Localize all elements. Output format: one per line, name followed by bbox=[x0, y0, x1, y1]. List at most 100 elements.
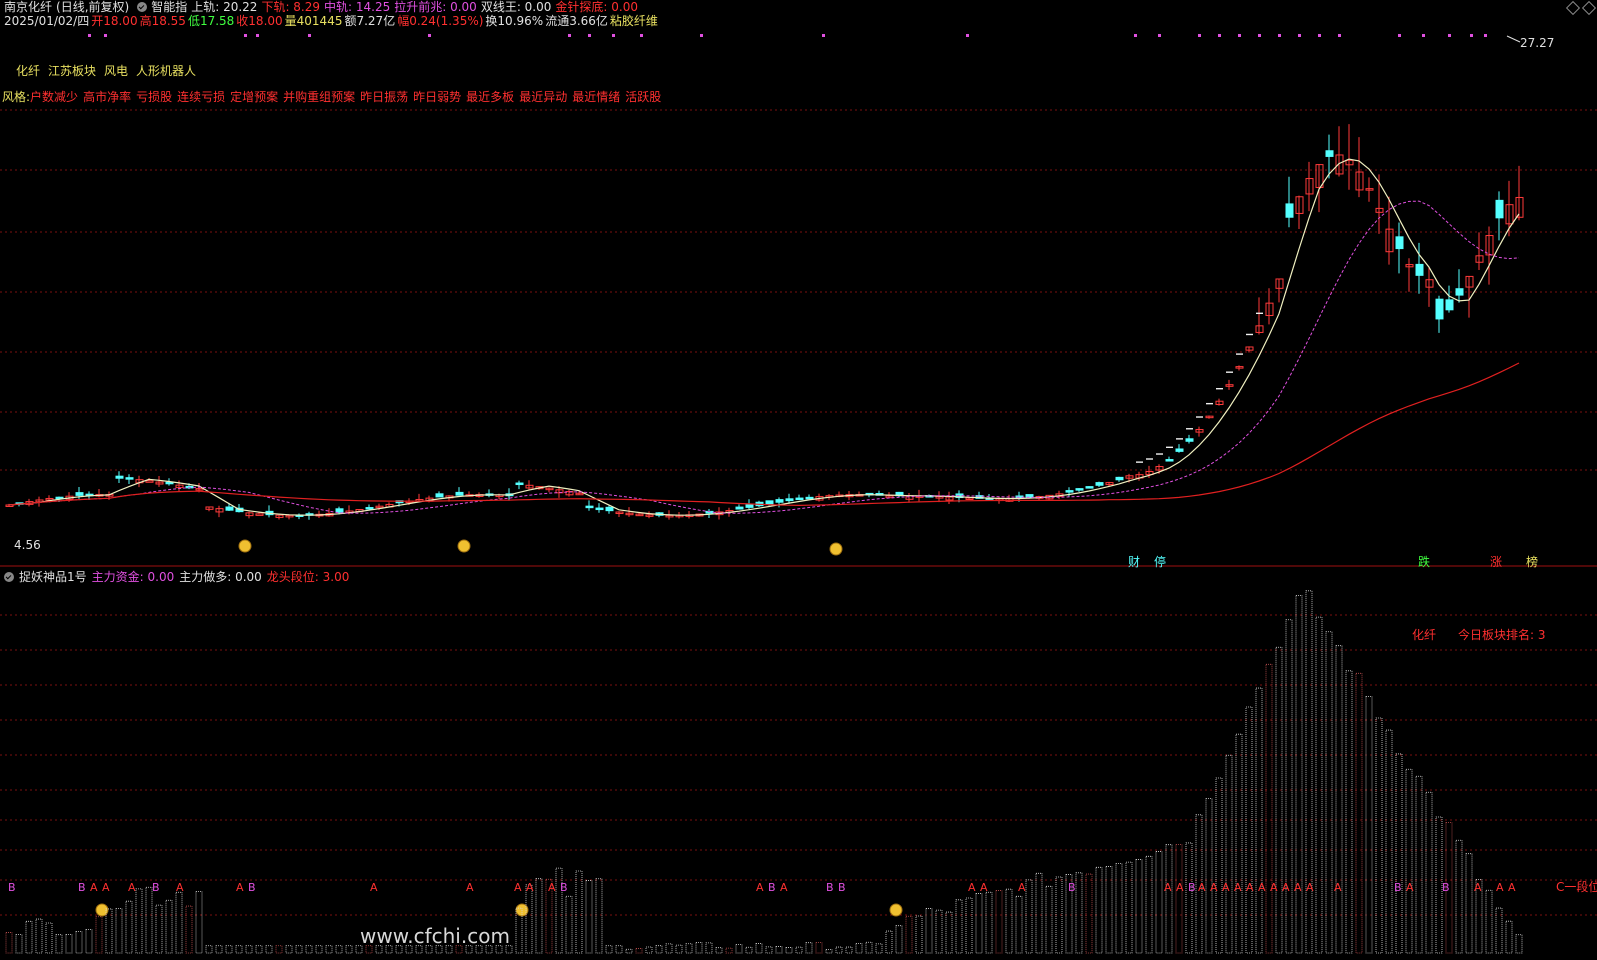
volume-bar bbox=[265, 945, 273, 954]
candle-body bbox=[1355, 171, 1364, 191]
volume-bar bbox=[915, 915, 923, 954]
volume-bar bbox=[575, 870, 583, 954]
volume-bar bbox=[1295, 594, 1303, 954]
signal-dot bbox=[612, 34, 615, 37]
candle-body bbox=[805, 496, 814, 500]
style-tag[interactable]: 昨日振荡 bbox=[360, 90, 409, 104]
volume-bar bbox=[935, 909, 943, 954]
volume-bar bbox=[335, 945, 343, 954]
style-tag[interactable]: 连续亏损 bbox=[177, 90, 226, 104]
quote-high: 高18.55 bbox=[139, 14, 186, 28]
style-tag[interactable]: 户数减少 bbox=[30, 90, 79, 104]
candle-body bbox=[1295, 196, 1304, 214]
volume-bar bbox=[445, 945, 453, 954]
ab-signal-letter: B bbox=[1442, 881, 1450, 894]
volume-bar bbox=[1505, 920, 1513, 954]
lower-indicator-toggle-icon[interactable] bbox=[4, 572, 14, 582]
volume-bar bbox=[405, 945, 413, 954]
volume-bar bbox=[1155, 851, 1163, 954]
volume-bar bbox=[1415, 775, 1423, 954]
volume-bar bbox=[1495, 907, 1503, 954]
style-tag[interactable]: 最近异动 bbox=[519, 90, 568, 104]
volume-bar bbox=[1335, 645, 1343, 954]
signal-dot bbox=[1298, 34, 1301, 37]
candle-body bbox=[1215, 400, 1224, 405]
style-tag[interactable]: 定增预案 bbox=[230, 90, 279, 104]
volume-bar bbox=[1145, 855, 1153, 954]
volume-bar bbox=[125, 900, 133, 954]
candle-body bbox=[1205, 415, 1214, 419]
candle-body bbox=[1115, 476, 1124, 481]
style-tag[interactable]: 昨日弱势 bbox=[413, 90, 462, 104]
stock-name[interactable]: 南京化纤 bbox=[4, 0, 53, 14]
volume-bar bbox=[725, 947, 733, 954]
volume-bar bbox=[1425, 791, 1433, 954]
volume-bar bbox=[1245, 706, 1253, 954]
event-marker[interactable]: 跌 bbox=[1418, 555, 1431, 569]
ab-signal-letter: A bbox=[1496, 881, 1504, 894]
lower-indicator-name[interactable]: 捉妖神品1号 bbox=[19, 570, 87, 584]
style-tag[interactable]: 最近情绪 bbox=[572, 90, 621, 104]
ab-signal-letter: A bbox=[466, 881, 474, 894]
style-tag[interactable]: 亏损股 bbox=[136, 90, 173, 104]
volume-bar bbox=[25, 920, 33, 954]
style-tag[interactable]: 活跃股 bbox=[625, 90, 662, 104]
event-marker[interactable]: 涨 bbox=[1490, 555, 1503, 569]
sector-item[interactable]: 风电 bbox=[104, 64, 129, 78]
volume-bar bbox=[185, 905, 193, 954]
candle-body bbox=[765, 500, 774, 505]
candle-body bbox=[605, 506, 614, 512]
candle-body bbox=[1325, 150, 1334, 157]
volume-bar bbox=[775, 946, 783, 954]
volume-bar bbox=[1115, 863, 1123, 954]
volume-bar bbox=[625, 948, 633, 954]
sector-item[interactable]: 江苏板块 bbox=[48, 64, 97, 78]
ab-signal-letter: A bbox=[1210, 881, 1218, 894]
signal-dot bbox=[822, 34, 825, 37]
volume-bar bbox=[795, 946, 803, 954]
ab-signal-letter: A bbox=[1018, 881, 1026, 894]
event-marker[interactable]: 榜 bbox=[1526, 555, 1539, 569]
volume-bar bbox=[1255, 687, 1263, 954]
signal-dot bbox=[588, 34, 591, 37]
ab-signal-letter: B bbox=[768, 881, 776, 894]
volume-bar bbox=[815, 942, 823, 954]
style-tag[interactable]: 并购重组预案 bbox=[283, 90, 356, 104]
high-price-pointer bbox=[1506, 35, 1521, 43]
ab-signal-letter: A bbox=[980, 881, 988, 894]
rank-text: 今日板块排名: 3 bbox=[1458, 628, 1546, 642]
volume-bar bbox=[1395, 753, 1403, 954]
volume-bar bbox=[1515, 934, 1523, 954]
event-marker[interactable]: 财 bbox=[1128, 555, 1141, 569]
ab-signal-letter: A bbox=[1294, 881, 1302, 894]
volume-bar bbox=[895, 925, 903, 954]
style-tag[interactable]: 最近多板 bbox=[466, 90, 515, 104]
volume-bar bbox=[1055, 876, 1063, 954]
volume-bar bbox=[195, 891, 203, 954]
sector-item[interactable]: 化纤 bbox=[16, 64, 41, 78]
volume-bar bbox=[45, 922, 53, 954]
volume-bar bbox=[755, 943, 763, 954]
volume-bar bbox=[115, 908, 123, 954]
volume-bar bbox=[385, 945, 393, 954]
indicator-toggle-icon[interactable] bbox=[137, 2, 148, 12]
volume-bar bbox=[805, 942, 813, 954]
sector-item[interactable]: 人形机器人 bbox=[136, 64, 197, 78]
period-label[interactable]: (日线,前复权) bbox=[56, 0, 130, 14]
style-tag[interactable]: 高市净率 bbox=[83, 90, 132, 104]
ab-signal-letter: A bbox=[176, 881, 184, 894]
volume-bar bbox=[1185, 842, 1193, 954]
ma-line-mid bbox=[8, 200, 1520, 514]
volume-bar bbox=[235, 945, 243, 954]
ab-signal-letter: A bbox=[968, 881, 976, 894]
volume-bar bbox=[985, 891, 993, 954]
lower-panel-header: 捉妖神品1号 主力资金: 0.00 主力做多: 0.00 龙头段位: 3.00 bbox=[4, 568, 354, 585]
gold-needle: 金针探底: 0.00 bbox=[555, 0, 638, 14]
volume-bar bbox=[835, 946, 843, 954]
candle-body bbox=[1125, 475, 1134, 479]
volume-bar bbox=[1095, 866, 1103, 954]
indicator-name[interactable]: 智能指 bbox=[151, 0, 188, 14]
signal-dot bbox=[1238, 34, 1241, 37]
volume-bar bbox=[365, 945, 373, 954]
event-marker[interactable]: 停 bbox=[1154, 555, 1167, 569]
